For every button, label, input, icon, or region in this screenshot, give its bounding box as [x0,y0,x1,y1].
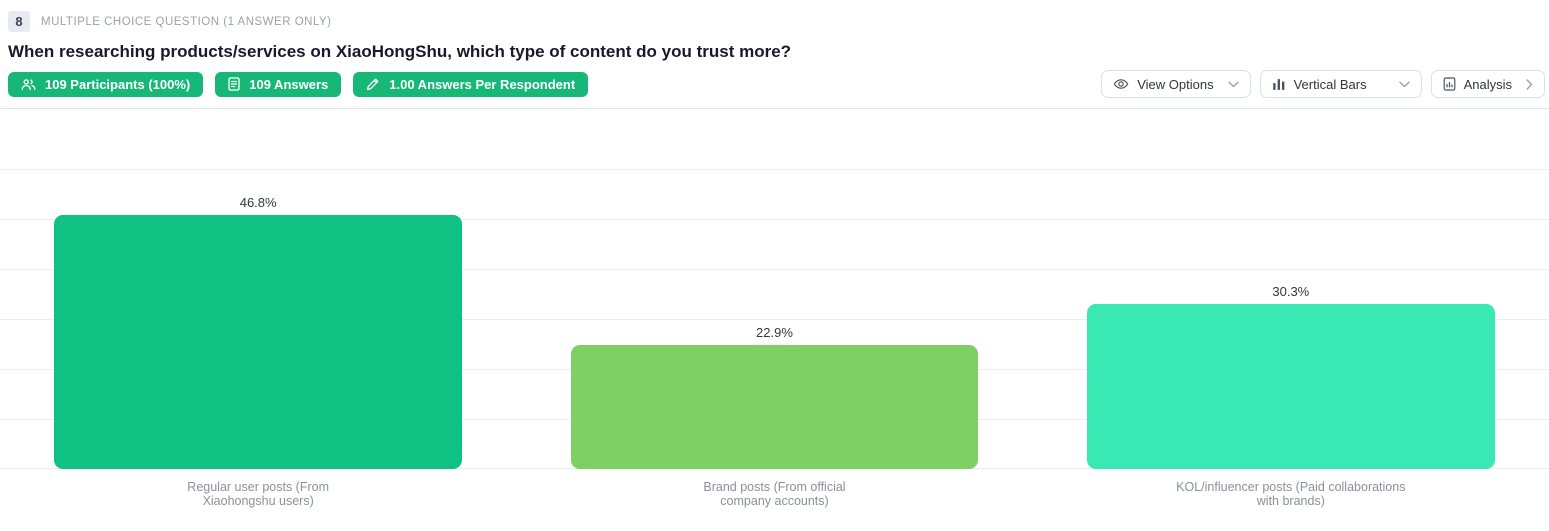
bar-regular-user-posts[interactable] [54,215,463,469]
answers-pill[interactable]: 109 Answers [215,71,342,97]
bar-group: 46.8% [0,109,516,469]
category-label-line: with brands) [1256,494,1325,508]
stat-pills: 109 Participants (100%) 109 Answers 1.00… [8,71,589,97]
bar-brand-posts[interactable] [570,345,979,469]
category-label: KOL/influencer posts (Paid collaboration… [1033,480,1549,508]
bar-value-label: 22.9% [756,325,793,340]
bar-chart: 46.8% 22.9% 30.3% [0,108,1549,469]
category-label-line: Brand posts (From official [703,480,846,494]
view-options-button[interactable]: View Options [1101,70,1251,98]
answers-pill-label: 109 Answers [249,76,329,92]
bar-kol-influencer-posts[interactable] [1086,304,1495,469]
bar-value-label: 46.8% [239,195,277,210]
analysis-button[interactable]: Analysis [1430,70,1545,98]
category-label: Brand posts (From official company accou… [516,480,1032,508]
eye-icon [1113,77,1129,91]
gridline [0,269,1549,270]
answers-per-respondent-pill-label: 1.00 Answers Per Respondent [389,76,576,92]
gridline [0,169,1549,170]
category-label-line: KOL/influencer posts (Paid collaboration… [1176,480,1406,494]
bar-slots: 46.8% 22.9% 30.3% [0,109,1549,469]
analysis-icon [1443,77,1456,91]
category-labels-row: Regular user posts (From Xiaohongshu use… [0,468,1549,508]
participants-pill[interactable]: 109 Participants (100%) [8,71,204,97]
users-icon [21,78,36,91]
participants-pill-label: 109 Participants (100%) [45,76,191,92]
category-label: Regular user posts (From Xiaohongshu use… [0,480,516,508]
pencil-icon [366,77,380,91]
bar-group: 30.3% [1033,109,1549,469]
answers-per-respondent-pill[interactable]: 1.00 Answers Per Respondent [353,71,589,97]
chart-type-button[interactable]: Vertical Bars [1259,70,1422,98]
file-icon [228,77,240,91]
question-header: 8 MULTIPLE CHOICE QUESTION (1 ANSWER ONL… [0,11,1549,32]
view-options-label: View Options [1137,76,1214,92]
analysis-label: Analysis [1463,76,1512,92]
bar-group: 22.9% [516,109,1032,469]
category-label-line: company accounts) [720,494,829,508]
chart-type-label: Vertical Bars [1293,76,1367,92]
question-number-badge: 8 [8,11,30,32]
question-type-label: MULTIPLE CHOICE QUESTION (1 ANSWER ONLY) [41,15,332,28]
chevron-right-icon [1526,78,1533,90]
stats-and-toolbar-row: 109 Participants (100%) 109 Answers 1.00… [0,70,1549,98]
chart-toolbar: View Options Vertical Bars [1101,70,1545,98]
category-label-line: Xiaohongshu users) [202,494,314,508]
chevron-down-icon [1227,81,1239,88]
gridline [0,219,1549,220]
bar-value-label: 30.3% [1272,284,1310,299]
gridline [0,319,1549,320]
bar-chart-icon [1272,77,1286,91]
chevron-down-icon [1398,81,1410,88]
page-title: When researching products/services on Xi… [8,42,792,61]
category-label-line: Regular user posts (From [187,480,330,494]
